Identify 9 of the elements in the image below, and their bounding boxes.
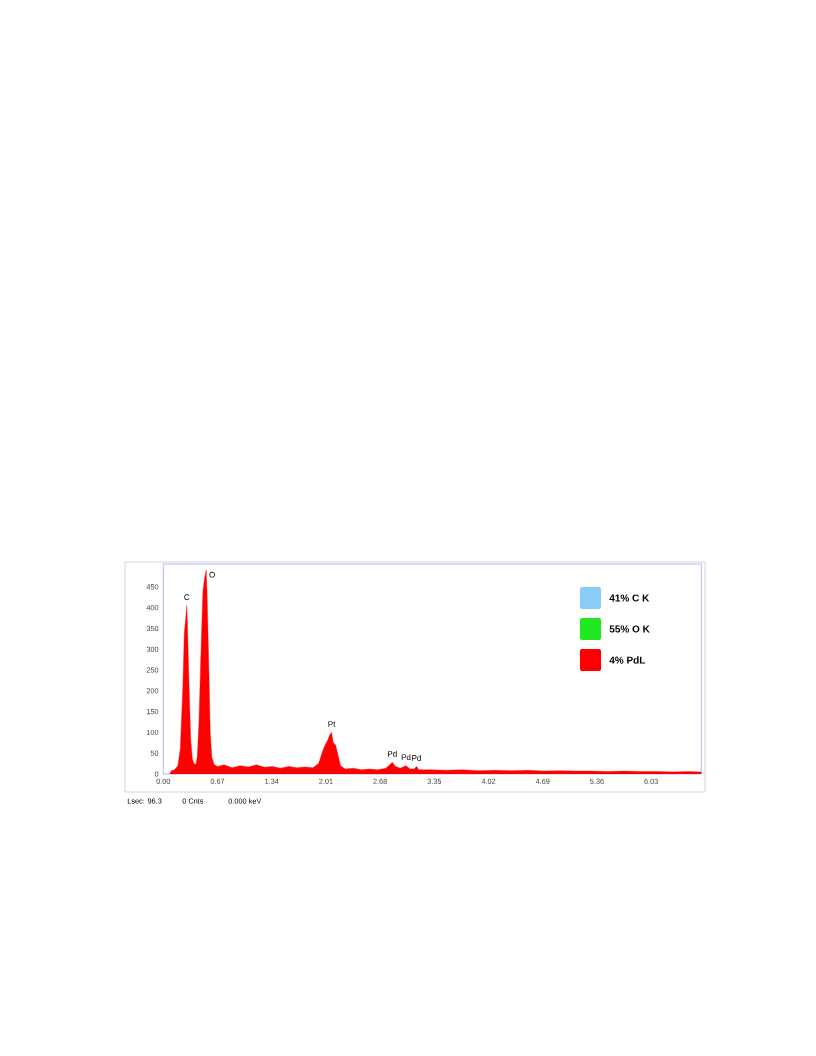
annotation: Pd bbox=[401, 754, 411, 761]
annotation: Pt bbox=[328, 721, 336, 727]
annotation: Pd bbox=[412, 755, 421, 761]
annotation: O bbox=[209, 571, 215, 578]
annotation: C bbox=[184, 594, 190, 600]
annotation: 41% C K bbox=[609, 594, 650, 602]
annotation: 55% O K bbox=[609, 625, 650, 633]
annotation: Pd bbox=[388, 750, 397, 757]
annotation: 4% PdL bbox=[609, 656, 646, 664]
